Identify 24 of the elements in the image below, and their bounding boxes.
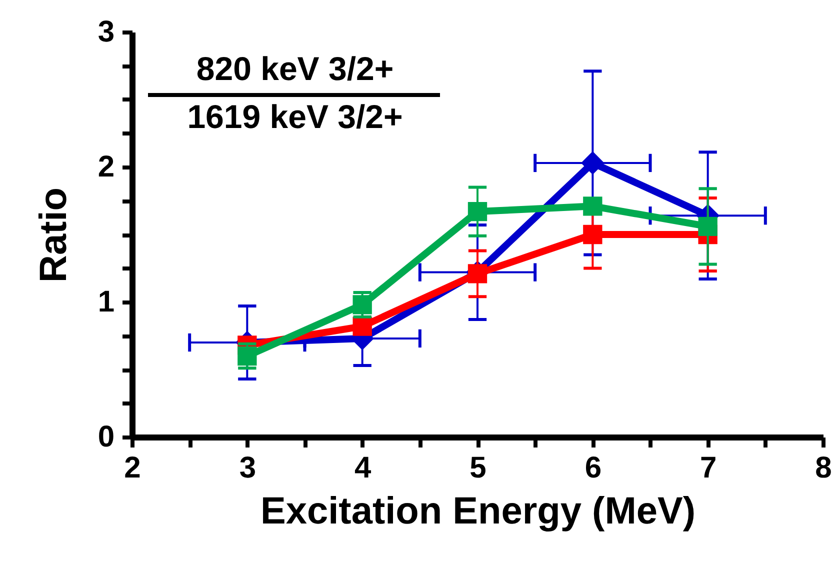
point	[352, 316, 372, 336]
y-tick-label: 1	[98, 286, 114, 318]
y-tick-label: 0	[98, 420, 114, 454]
point	[583, 196, 602, 216]
point	[352, 295, 372, 314]
y-tick-label: 2	[98, 150, 114, 184]
point	[583, 224, 602, 244]
x-tick-label: 6	[584, 452, 602, 484]
x-axis-title: Excitation Energy (MeV)	[260, 490, 696, 532]
annotation: 1619 keV 3/2+	[187, 98, 403, 135]
point	[581, 151, 604, 174]
x-tick-label: 7	[700, 452, 717, 484]
y-axis-title: Ratio	[32, 188, 75, 282]
x-tick-label: 5	[470, 452, 486, 484]
point	[238, 346, 257, 366]
x-tick-label: 3	[239, 452, 256, 484]
x-tick-label: 2	[124, 452, 141, 484]
point	[698, 216, 718, 236]
annotation: 820 keV 3/2+	[196, 50, 394, 87]
point	[468, 264, 488, 284]
x-tick-label: 8	[815, 452, 832, 484]
y-tick-label: 3	[98, 16, 114, 48]
x-tick-label: 4	[354, 452, 372, 484]
point	[468, 202, 488, 222]
